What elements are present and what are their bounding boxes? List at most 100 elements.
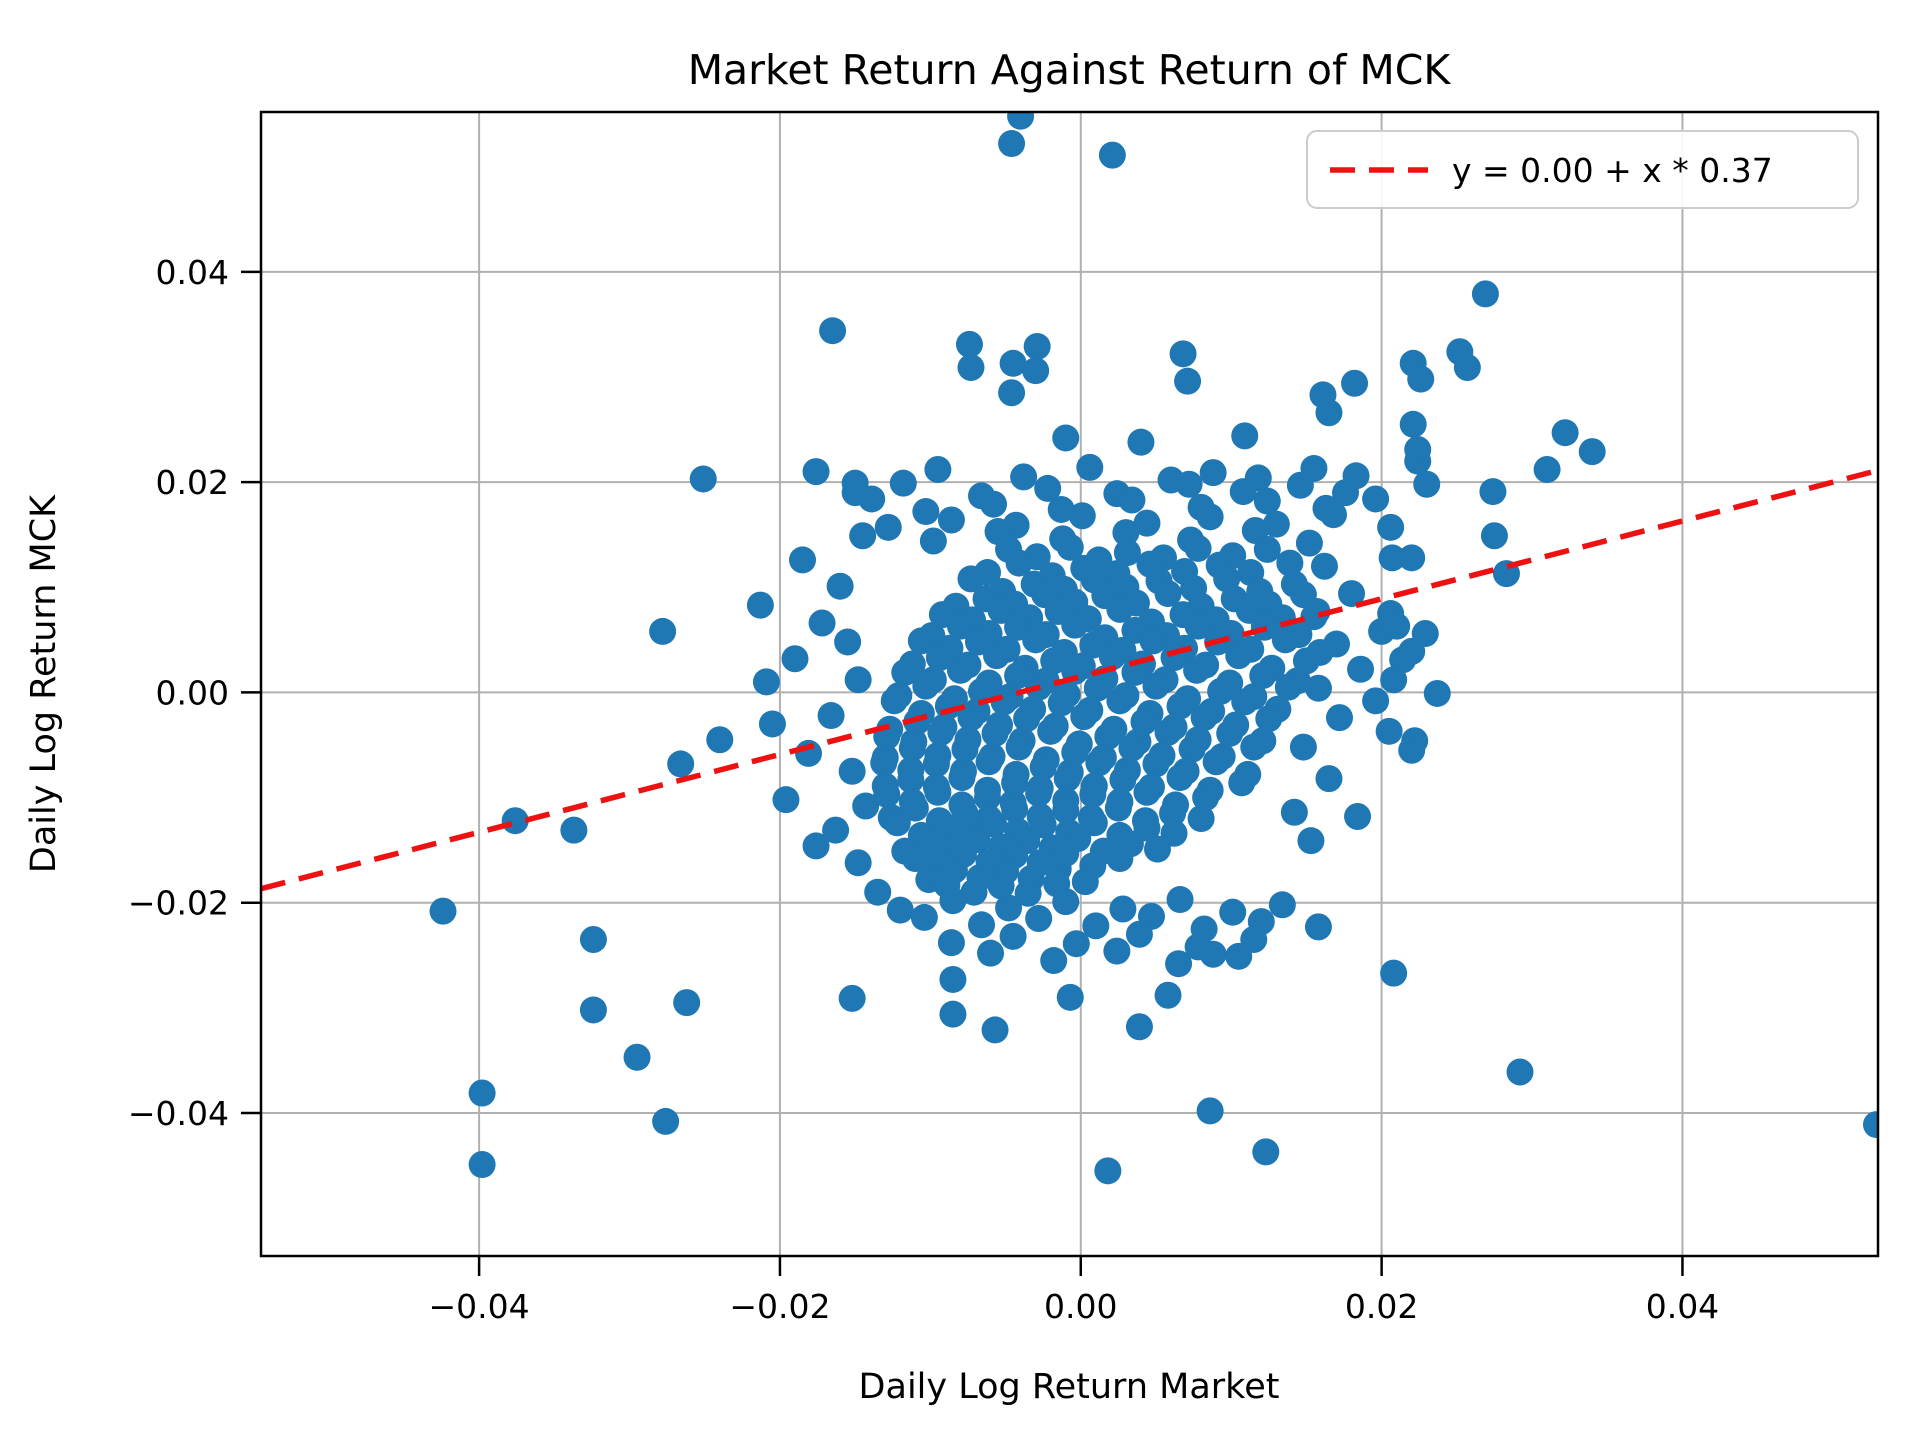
data-point [1423, 679, 1451, 707]
data-point [883, 809, 911, 837]
data-point [919, 527, 947, 555]
data-point [838, 984, 866, 1012]
data-point [1271, 626, 1299, 654]
data-point [948, 764, 976, 792]
data-point [849, 522, 877, 550]
data-point [864, 878, 892, 906]
data-point [1219, 898, 1247, 926]
data-point [1098, 141, 1126, 169]
data-point [1297, 827, 1325, 855]
data-point [1344, 802, 1372, 830]
data-point [981, 719, 1009, 747]
data-point [1375, 717, 1403, 745]
data-point [1125, 1013, 1153, 1041]
data-point [1225, 642, 1253, 670]
data-point [1231, 688, 1259, 716]
data-point [1142, 750, 1170, 778]
data-point [870, 749, 898, 777]
data-point [1480, 522, 1508, 550]
data-point [960, 878, 988, 906]
data-point [1034, 474, 1062, 502]
data-point [925, 644, 953, 672]
data-point [802, 832, 830, 860]
data-point [1362, 485, 1390, 513]
data-point [1304, 674, 1332, 702]
data-point [1154, 580, 1182, 608]
data-point [1106, 595, 1134, 623]
data-point [1196, 503, 1224, 531]
legend: y = 0.00 + x * 0.37 [1306, 130, 1859, 209]
chart-title: Market Return Against Return of MCK [688, 46, 1452, 94]
data-point [858, 485, 886, 513]
data-point [1005, 549, 1033, 577]
data-point [1004, 662, 1032, 690]
data-point [1862, 1111, 1878, 1139]
data-point [834, 628, 862, 656]
data-point [1228, 769, 1256, 797]
data-point [987, 872, 1015, 900]
data-point [1378, 544, 1406, 572]
data-point [990, 688, 1018, 716]
data-point [907, 627, 935, 655]
data-point [1319, 501, 1347, 529]
x-tick-label: −0.04 [429, 1287, 530, 1326]
y-tick-label: −0.02 [128, 884, 229, 923]
data-point [1255, 705, 1283, 733]
data-point [1165, 950, 1193, 978]
data-point [1178, 735, 1206, 763]
data-point [998, 130, 1026, 158]
data-point [1113, 539, 1141, 567]
data-point [1094, 1157, 1122, 1185]
data-point [1071, 868, 1099, 896]
data-point [880, 687, 908, 715]
data-point [819, 317, 847, 345]
data-point [1262, 510, 1290, 538]
gridlines [261, 112, 1878, 1256]
data-point [1225, 942, 1253, 970]
data-point [560, 816, 588, 844]
data-point [922, 750, 950, 778]
data-point [1280, 798, 1308, 826]
data-point [817, 702, 845, 730]
data-point [933, 871, 961, 899]
data-point [1043, 870, 1071, 898]
data-point [1166, 692, 1194, 720]
data-point [1175, 470, 1203, 498]
data-point [1253, 487, 1281, 515]
data-point [1085, 749, 1113, 777]
y-axis-label: Daily Log Return MCK [24, 494, 64, 873]
data-point [468, 1079, 496, 1107]
data-point [987, 596, 1015, 624]
data-point [1109, 895, 1137, 923]
data-point [1362, 687, 1390, 715]
data-point [1023, 332, 1051, 360]
data-point [1398, 544, 1426, 572]
data-point [889, 469, 917, 497]
data-point [1184, 612, 1212, 640]
data-point [468, 1151, 496, 1179]
data-point [1380, 959, 1408, 987]
data-point [1347, 655, 1375, 683]
data-point [1014, 879, 1042, 907]
x-tick-label: 0.00 [1044, 1287, 1117, 1326]
data-point [1551, 419, 1579, 447]
data-point [1112, 519, 1140, 547]
data-point [1121, 658, 1149, 686]
data-point [752, 668, 780, 696]
data-point [1326, 704, 1354, 732]
data-point [1383, 612, 1411, 640]
data-point [1533, 456, 1561, 483]
data-point [673, 989, 701, 1017]
data-point [901, 845, 929, 873]
data-point [501, 807, 529, 835]
data-point [1399, 410, 1427, 438]
data-point [1079, 631, 1107, 659]
data-point [1295, 529, 1323, 557]
data-point [937, 929, 965, 957]
data-point [1338, 580, 1366, 608]
data-point [1029, 753, 1057, 781]
data-point [781, 645, 809, 673]
data-point [649, 617, 677, 645]
data-point [802, 458, 830, 486]
